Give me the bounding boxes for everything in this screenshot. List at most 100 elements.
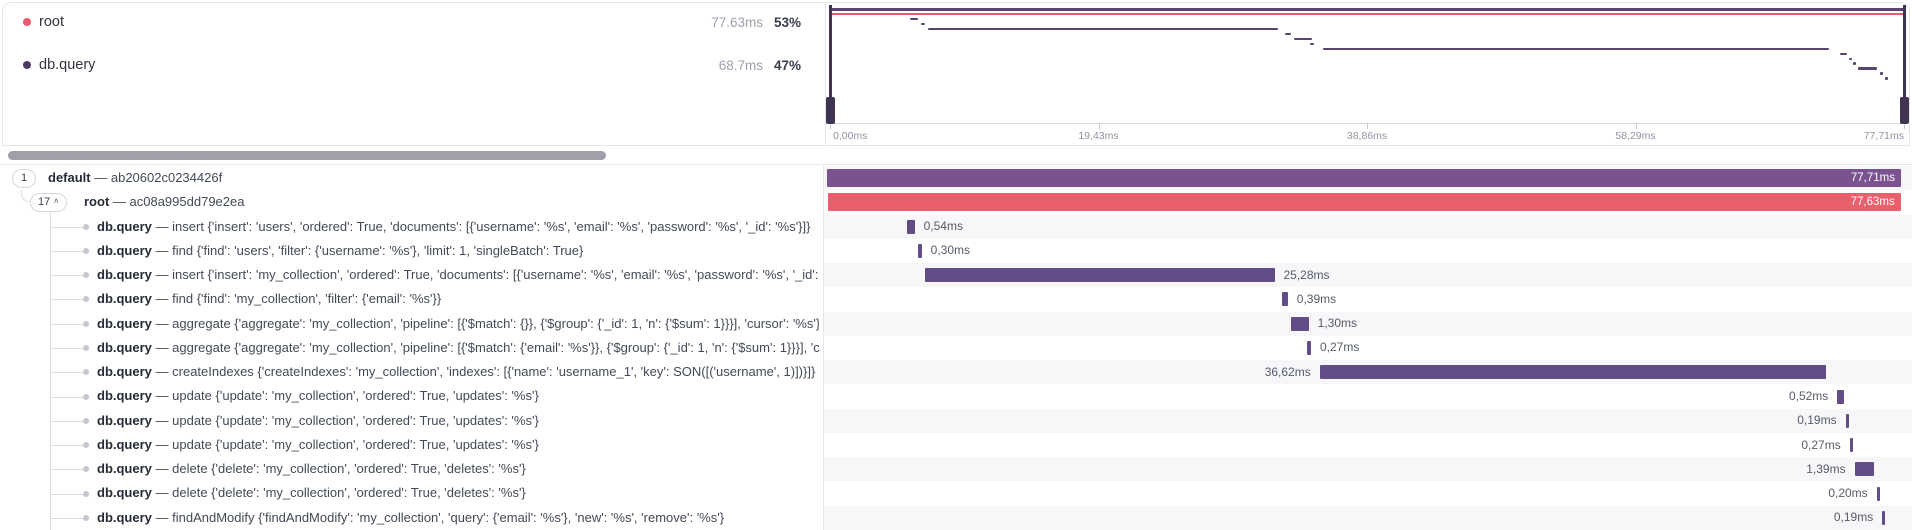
span-detail: delete {'delete': 'my_collection', 'orde… — [172, 485, 526, 501]
waterfall-row: 0,30ms — [824, 238, 1912, 264]
minimap-span-line — [1848, 57, 1852, 60]
span-name: db.query — [97, 339, 152, 355]
span-count-badge[interactable]: 1 — [12, 168, 36, 188]
span-tree-row[interactable]: db.query — update {'update': 'my_collect… — [0, 432, 823, 458]
span-detail: ab20602c0234426f — [110, 170, 223, 185]
span-duration-bar[interactable]: 77,71ms — [827, 169, 1901, 188]
minimap-range-handle-end[interactable] — [1903, 5, 1906, 124]
legend-duration: 77.63ms — [711, 15, 763, 30]
waterfall-row: 0,27ms — [824, 335, 1912, 361]
span-duration-bar[interactable] — [925, 268, 1275, 283]
waterfall-row: 0,54ms — [824, 214, 1912, 239]
span-label: default — ab20602c0234426f — [48, 166, 819, 190]
span-duration-label: 25,28ms — [1283, 267, 1330, 282]
span-duration-label: 0,39ms — [1296, 291, 1337, 306]
span-detail: aggregate {'aggregate': 'my_collection',… — [172, 339, 819, 355]
span-duration-bar[interactable] — [1282, 292, 1288, 307]
span-duration-bar[interactable] — [1845, 413, 1849, 428]
span-tree-row[interactable]: db.query — findAndModify {'findAndModify… — [0, 505, 823, 530]
tree-connector-dot — [83, 490, 89, 497]
span-count-badge[interactable]: 17 ∧ — [30, 192, 68, 212]
span-duration-bar[interactable] — [1290, 316, 1309, 331]
span-tree-row[interactable]: db.query — find {'find': 'users', 'filte… — [0, 238, 823, 264]
minimap-range-handle-start[interactable] — [829, 5, 832, 124]
span-label: db.query — createIndexes {'createIndexes… — [97, 360, 819, 384]
legend-item-root[interactable]: root 77.63ms 53% — [3, 11, 825, 33]
minimap-range-handle-start-grip[interactable] — [825, 97, 835, 124]
span-duration-bar[interactable] — [1307, 340, 1311, 355]
span-name: db.query — [97, 291, 152, 307]
span-name: db.query — [97, 509, 152, 525]
span-label: db.query — findAndModify {'findAndModify… — [97, 506, 819, 530]
tree-connector-branch — [50, 250, 83, 252]
span-separator: — — [151, 218, 173, 234]
legend-duration: 68.7ms — [718, 58, 763, 73]
tree-connector-dot — [83, 393, 89, 400]
span-tree-row[interactable]: db.query — insert {'insert': 'users', 'o… — [0, 214, 823, 239]
span-name: db.query — [97, 461, 152, 477]
span-duration-bar[interactable] — [1319, 365, 1826, 380]
span-detail: update {'update': 'my_collection', 'orde… — [172, 436, 539, 452]
tree-connector-branch — [50, 347, 83, 349]
span-detail: find {'find': 'users', 'filter': {'usern… — [172, 242, 584, 258]
waterfall-row: 0,27ms — [824, 432, 1912, 458]
legend-label: root — [39, 14, 64, 30]
span-name: root — [84, 194, 110, 210]
span-duration-label: 0,20ms — [1828, 486, 1868, 501]
span-duration-label: 0,30ms — [930, 243, 971, 258]
span-name: default — [48, 170, 91, 185]
span-label: root — ac08a995dd79e2ea — [84, 190, 819, 214]
span-tree-row[interactable]: db.query — delete {'delete': 'my_collect… — [0, 457, 823, 482]
span-tree-row[interactable]: db.query — delete {'delete': 'my_collect… — [0, 481, 823, 506]
span-duration-label: 77,63ms — [1850, 196, 1895, 209]
span-tree-row[interactable]: db.query — createIndexes {'createIndexes… — [0, 360, 823, 385]
legend-label: db.query — [39, 57, 96, 73]
tree-connector-dot — [83, 296, 89, 303]
span-duration-bar[interactable] — [907, 219, 915, 234]
span-separator: — — [151, 267, 173, 283]
tree-connector-branch — [50, 323, 83, 325]
span-label: db.query — update {'update': 'my_collect… — [97, 384, 819, 408]
tree-connector-dot — [83, 417, 89, 424]
span-name: db.query — [97, 218, 152, 234]
span-label: db.query — find {'find': 'my_collection'… — [97, 287, 819, 311]
tree-connector-trunk — [50, 211, 51, 215]
span-tree-row[interactable]: root — ac08a995dd79e2ea 17 ∧ — [0, 190, 823, 215]
span-tree-row[interactable]: db.query — update {'update': 'my_collect… — [0, 384, 823, 409]
span-tree-row[interactable]: db.query — update {'update': 'my_collect… — [0, 408, 823, 433]
span-tree-row[interactable]: db.query — find {'find': 'my_collection'… — [0, 287, 823, 312]
span-separator: — — [151, 364, 173, 380]
span-separator: — — [151, 388, 173, 404]
minimap-span-line — [910, 17, 918, 21]
span-separator: — — [151, 461, 173, 477]
span-duration-label: 36,62ms — [1264, 364, 1311, 379]
span-separator: — — [109, 194, 130, 210]
legend-item-db.query[interactable]: db.query 68.7ms 47% — [3, 54, 825, 76]
span-separator: — — [151, 315, 173, 331]
span-label: db.query — aggregate {'aggregate': 'my_c… — [97, 336, 819, 360]
span-duration-label: 1,30ms — [1317, 316, 1357, 331]
span-tree-row[interactable]: db.query — aggregate {'aggregate': 'my_c… — [0, 311, 823, 336]
span-duration-bar[interactable] — [1882, 510, 1886, 525]
span-tree-row[interactable]: db.query — insert {'insert': 'my_collect… — [0, 263, 823, 288]
span-label: db.query — update {'update': 'my_collect… — [97, 409, 819, 433]
tree-connector-branch — [50, 517, 83, 519]
span-duration-bar[interactable] — [1849, 438, 1854, 453]
span-duration-bar[interactable]: 77,63ms — [827, 193, 1901, 212]
span-detail: delete {'delete': 'my_collection', 'orde… — [172, 461, 526, 477]
span-duration-bar[interactable] — [1854, 462, 1874, 477]
span-separator: — — [151, 339, 173, 355]
minimap-range-handle-end-grip[interactable] — [1899, 97, 1909, 124]
span-duration-bar[interactable] — [1876, 486, 1880, 501]
horizontal-scrollbar-track[interactable] — [0, 146, 1912, 165]
span-duration-label: 0,19ms — [1797, 413, 1837, 428]
span-separator: — — [90, 170, 111, 185]
span-label: db.query — delete {'delete': 'my_collect… — [97, 481, 819, 505]
horizontal-scrollbar-thumb[interactable] — [8, 151, 606, 160]
span-tree-row[interactable]: default — ab20602c0234426f 1 — [0, 166, 823, 190]
span-duration-bar[interactable] — [1837, 389, 1845, 404]
span-name: db.query — [97, 242, 152, 258]
span-duration-bar[interactable] — [917, 243, 922, 258]
span-name: db.query — [97, 436, 152, 452]
span-tree-row[interactable]: db.query — aggregate {'aggregate': 'my_c… — [0, 335, 823, 361]
